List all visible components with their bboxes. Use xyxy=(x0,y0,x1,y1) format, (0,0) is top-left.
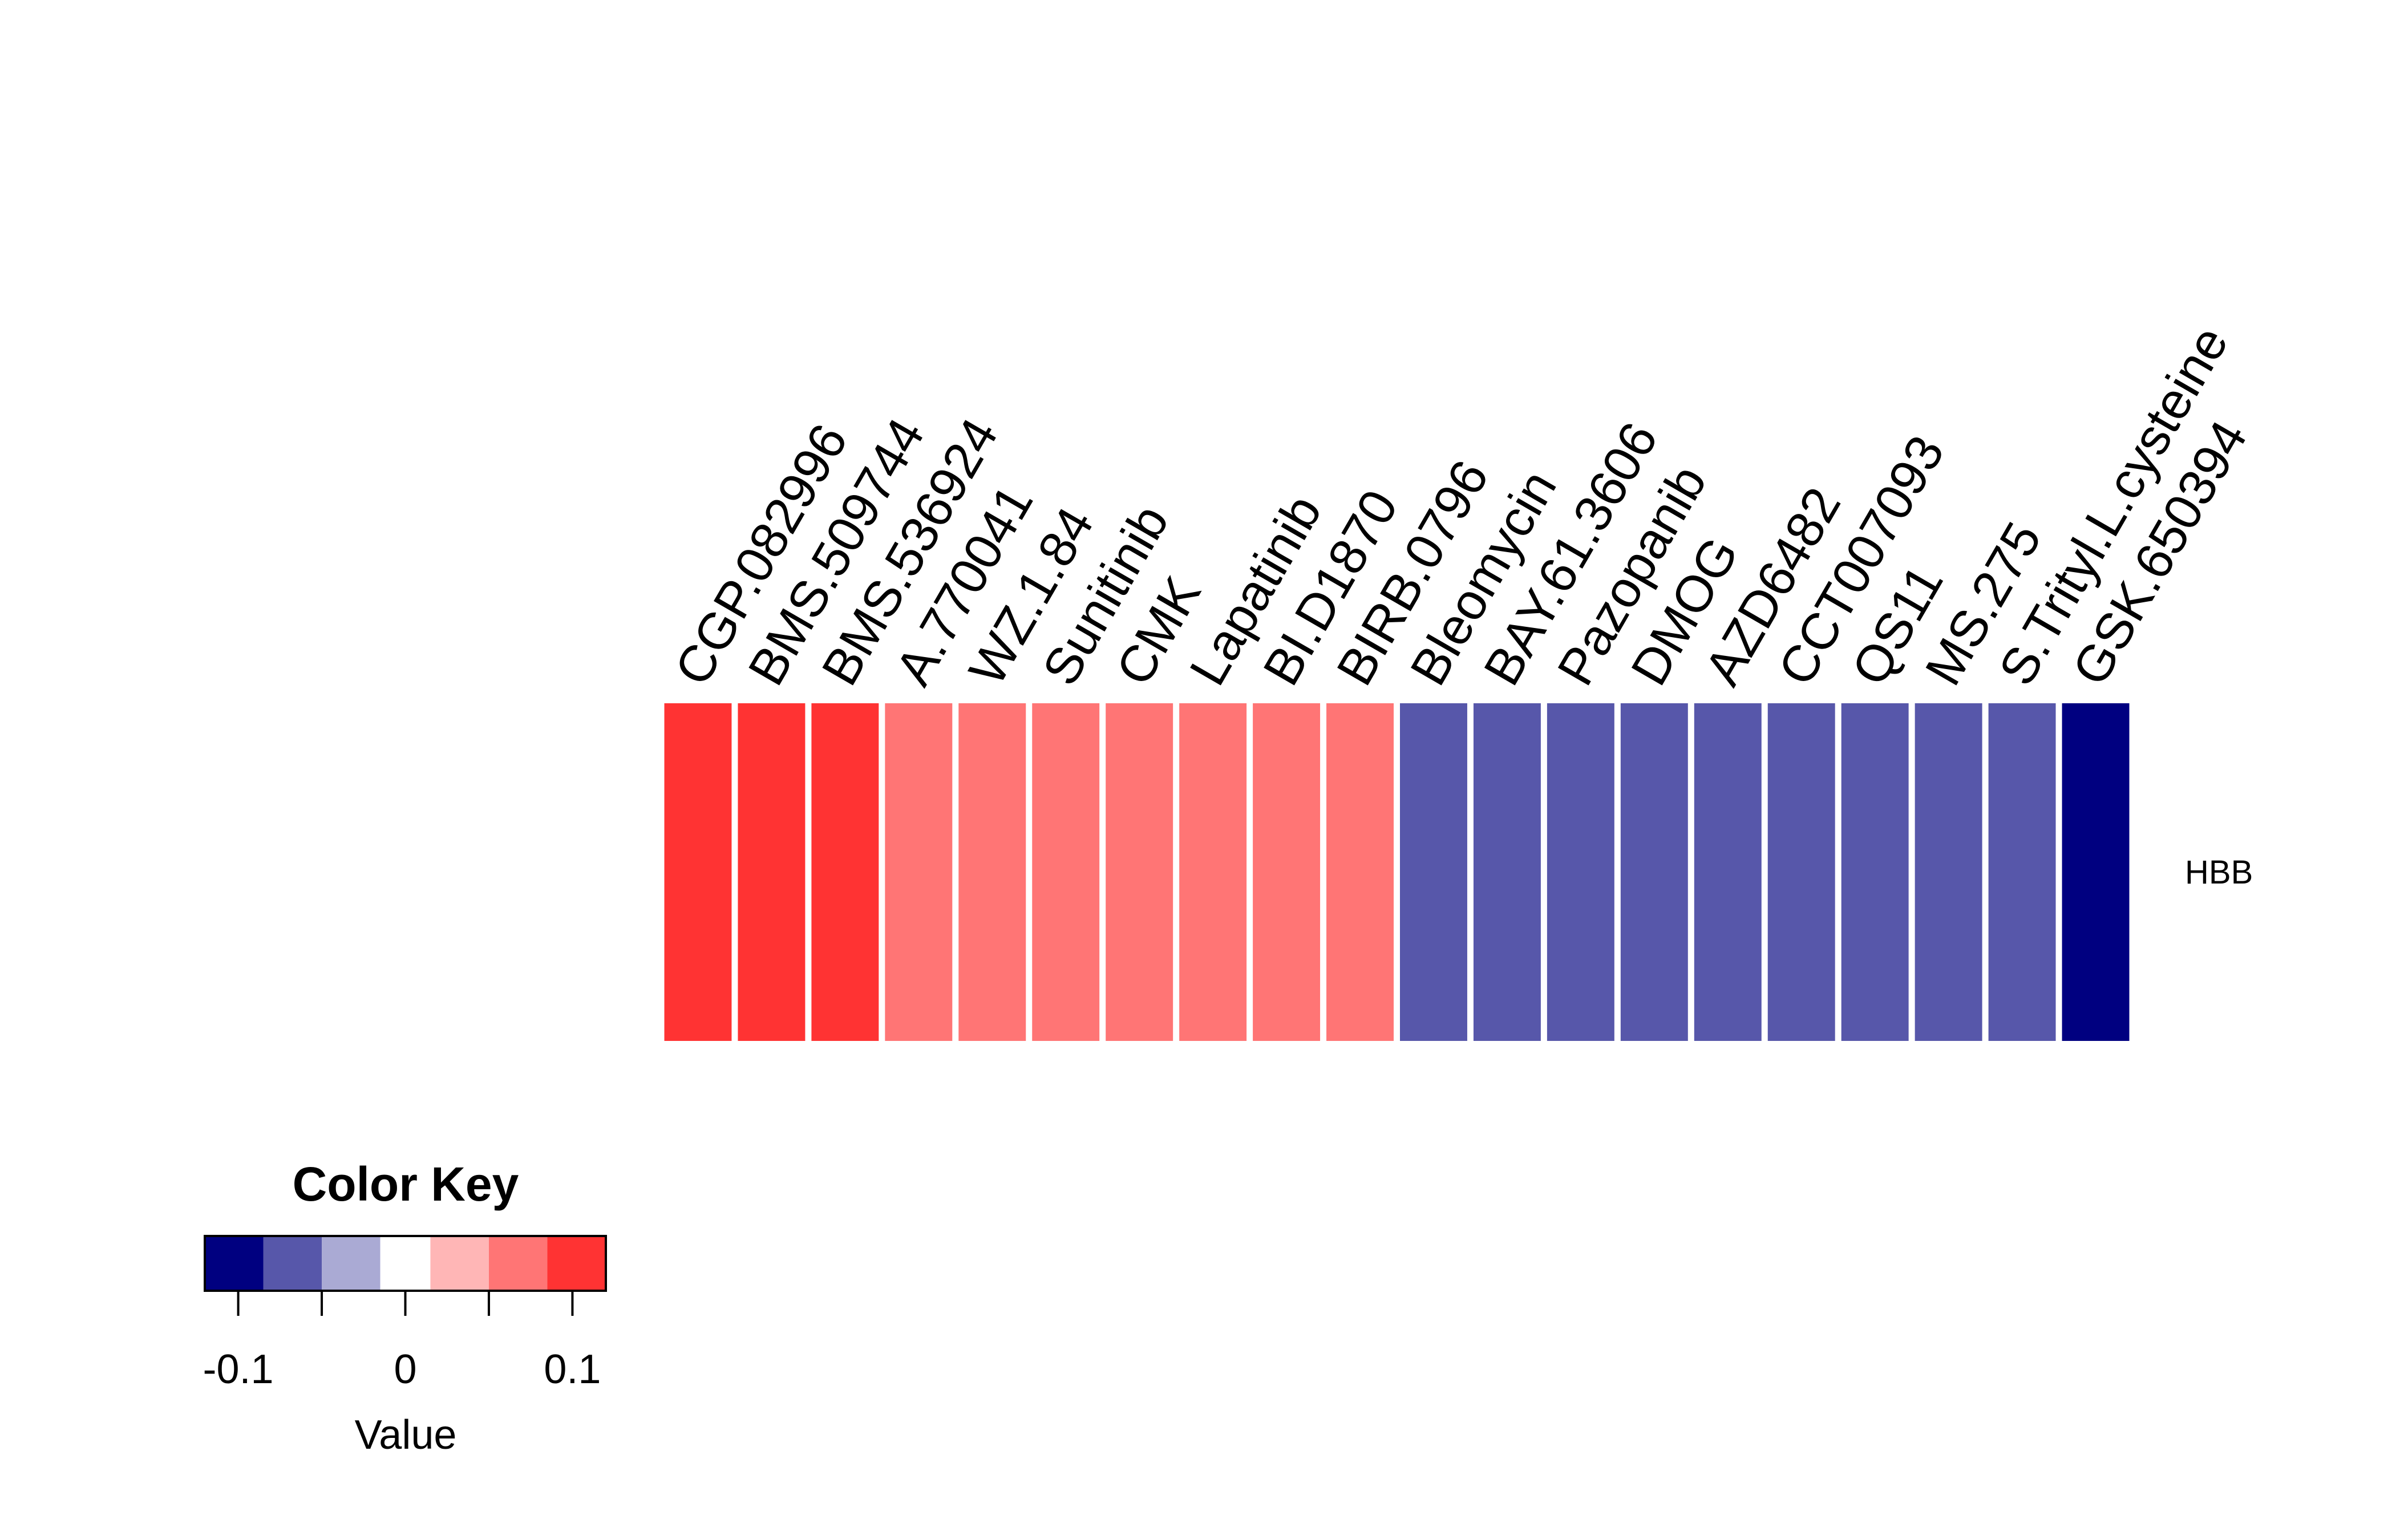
color-key-tick-label: -0.1 xyxy=(203,1347,274,1392)
heatmap-cell xyxy=(1473,703,1541,1041)
color-key-swatch xyxy=(380,1236,431,1291)
heatmap-cell xyxy=(1179,703,1247,1041)
color-key-swatch xyxy=(322,1236,381,1291)
heatmap-cell xyxy=(885,703,953,1041)
heatmap-cell xyxy=(958,703,1026,1041)
color-key-axis: -0.1 0 0.1 xyxy=(203,1291,601,1392)
heatmap-cell xyxy=(1988,703,2056,1041)
heatmap-cell xyxy=(664,703,732,1041)
row-labels: HBB xyxy=(2185,854,2253,891)
color-key-tick-label: 0 xyxy=(394,1347,416,1392)
color-key-title: Color Key xyxy=(293,1157,519,1211)
heatmap-cell xyxy=(738,703,806,1041)
heatmap-cell xyxy=(1915,703,1982,1041)
heatmap-cell xyxy=(2062,703,2130,1041)
heatmap-cell xyxy=(1620,703,1688,1041)
heatmap-cell xyxy=(1032,703,1100,1041)
color-key-xlabel: Value xyxy=(355,1412,457,1458)
color-key-swatch xyxy=(430,1236,489,1291)
row-label: HBB xyxy=(2185,854,2253,891)
heatmap-cells xyxy=(664,703,2130,1041)
heatmap-cell xyxy=(1253,703,1321,1041)
color-key-swatch xyxy=(547,1236,606,1291)
heatmap-cell xyxy=(1547,703,1614,1041)
heatmap-cell xyxy=(1400,703,1467,1041)
color-key-swatch xyxy=(488,1236,548,1291)
color-key-swatches xyxy=(205,1236,606,1291)
heatmap-cell xyxy=(1326,703,1394,1041)
heatmap-cell xyxy=(811,703,879,1041)
heatmap-cell xyxy=(1841,703,1909,1041)
color-key: Color Key -0.1 0 0.1 Value xyxy=(203,1157,607,1458)
heatmap-cell xyxy=(1694,703,1762,1041)
color-key-swatch xyxy=(205,1236,264,1291)
heatmap-cell xyxy=(1106,703,1173,1041)
color-key-swatch xyxy=(263,1236,322,1291)
heatmap-cell xyxy=(1767,703,1835,1041)
column-labels: CGP.082996BMS.509744BMS.536924A.770041WZ… xyxy=(664,317,2258,695)
color-key-tick-label: 0.1 xyxy=(544,1347,601,1392)
